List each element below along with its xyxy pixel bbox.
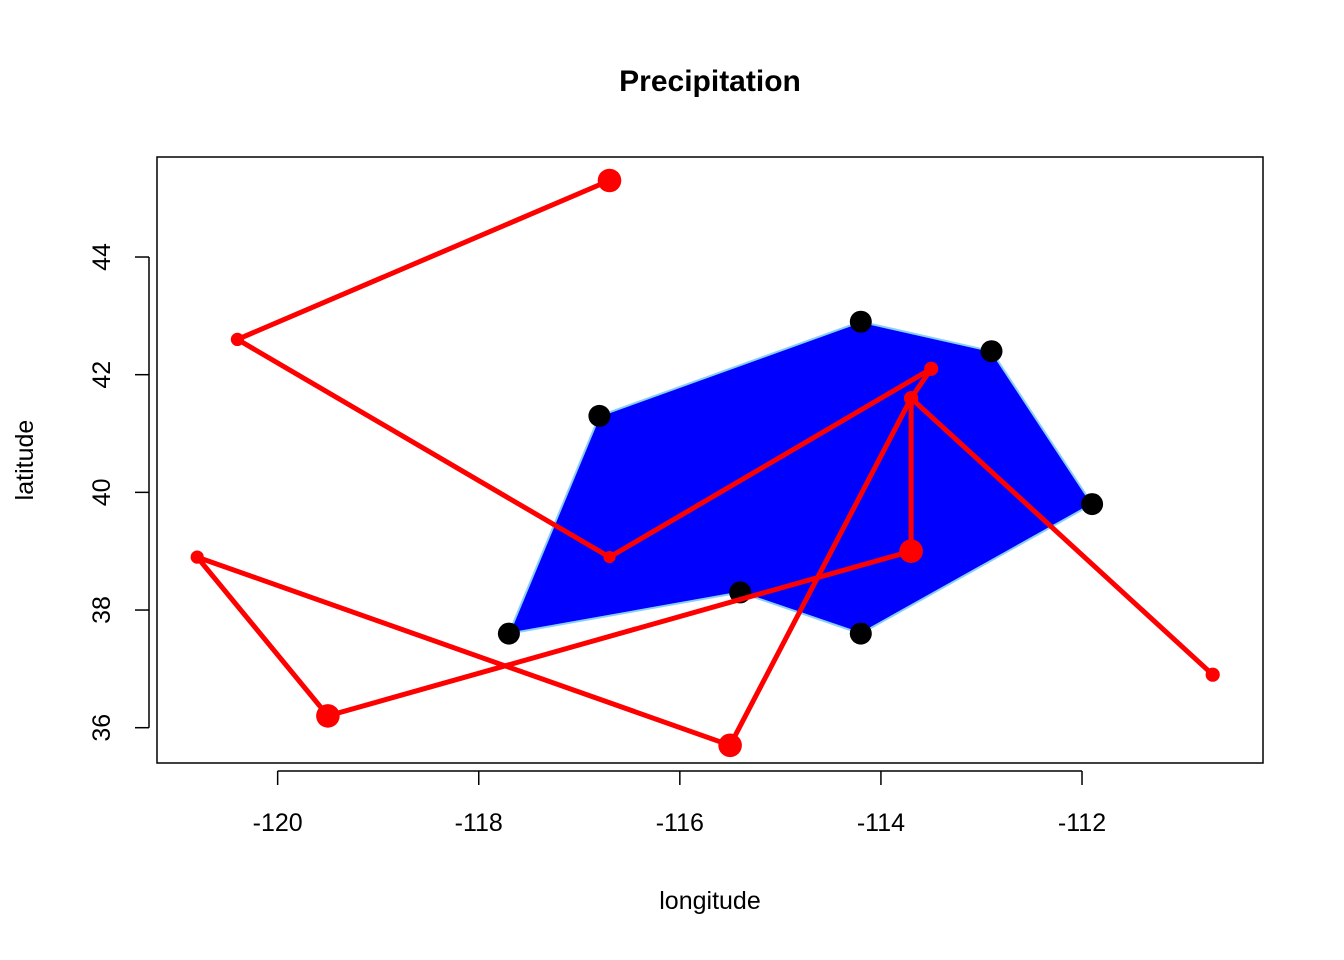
series-1-point-8 xyxy=(190,550,204,564)
x-tick-label-3: -116 xyxy=(656,809,704,837)
plot-frame xyxy=(156,156,1264,764)
series-1-point-6 xyxy=(899,539,923,563)
hull-point-3 xyxy=(849,622,872,645)
series-1-point-2 xyxy=(230,332,244,346)
y-tick-label-5: 44 xyxy=(88,243,116,271)
series-1-point-10 xyxy=(904,391,919,406)
series-1-point-9 xyxy=(718,733,742,758)
x-tick-label-2: -118 xyxy=(455,809,503,837)
series-1-point-7 xyxy=(316,704,340,728)
y-axis-label: latitude xyxy=(11,420,39,501)
y-tick-label-1: 36 xyxy=(88,714,116,742)
series-1-point-11 xyxy=(1205,667,1220,682)
x-tick-label-5: -112 xyxy=(1058,809,1106,837)
chart-title: Precipitation xyxy=(619,65,801,98)
y-tick-label-3: 40 xyxy=(88,478,116,506)
y-axis: 36 38 40 42 44 xyxy=(88,243,150,742)
hull-point-6 xyxy=(849,310,872,333)
hull-point-1 xyxy=(497,622,520,645)
x-axis-label: longitude xyxy=(659,887,760,915)
y-tick-label-2: 38 xyxy=(88,596,116,624)
series-1-point-1 xyxy=(597,168,622,193)
hull-point-5 xyxy=(980,340,1003,363)
hull-point-7 xyxy=(588,404,611,427)
convex-hull-polygon xyxy=(507,320,1094,635)
x-axis: -120 -118 -116 -114 -112 xyxy=(253,770,1106,837)
hull-point-4 xyxy=(1081,493,1104,516)
y-tick-label-4: 42 xyxy=(88,361,116,389)
series-1-point-4 xyxy=(924,361,939,376)
x-tick-label-4: -114 xyxy=(857,809,905,837)
series-1-point-3 xyxy=(603,551,616,564)
plot-area xyxy=(190,168,1220,758)
x-tick-label-1: -120 xyxy=(253,809,303,837)
